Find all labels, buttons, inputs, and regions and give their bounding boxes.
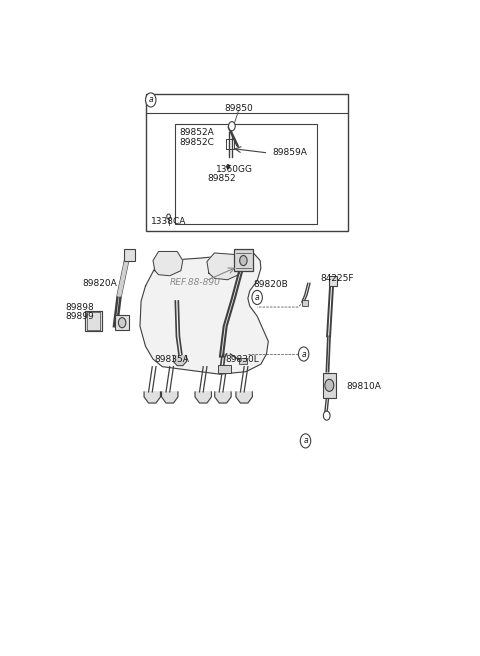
Circle shape: [325, 379, 334, 392]
Text: 89820B: 89820B: [253, 280, 288, 289]
Circle shape: [228, 121, 235, 131]
Bar: [145, 94, 348, 232]
Text: 1338CA: 1338CA: [151, 216, 186, 226]
Circle shape: [324, 411, 330, 420]
Bar: [175, 124, 317, 224]
Polygon shape: [140, 253, 268, 374]
Text: 89899: 89899: [66, 312, 95, 321]
Circle shape: [145, 93, 156, 107]
Bar: [115, 315, 129, 330]
Polygon shape: [118, 260, 128, 296]
Bar: [124, 249, 135, 260]
Bar: [240, 358, 247, 364]
Text: a: a: [148, 95, 153, 104]
Text: 89852C: 89852C: [179, 138, 214, 147]
Text: 89820A: 89820A: [83, 279, 117, 288]
Text: 84225F: 84225F: [321, 274, 354, 283]
Circle shape: [119, 318, 126, 328]
Polygon shape: [162, 392, 178, 403]
Text: a: a: [255, 293, 260, 302]
Text: a: a: [301, 350, 306, 359]
Circle shape: [227, 165, 229, 169]
Bar: [234, 249, 252, 271]
Polygon shape: [236, 392, 252, 403]
Circle shape: [167, 214, 170, 219]
Polygon shape: [144, 392, 160, 403]
Text: 89852: 89852: [207, 174, 236, 183]
Bar: [329, 276, 337, 286]
Text: 89852A: 89852A: [179, 129, 214, 137]
Text: 1360GG: 1360GG: [216, 165, 252, 174]
Bar: [323, 373, 336, 398]
Text: 89850: 89850: [224, 104, 253, 113]
Polygon shape: [85, 311, 102, 331]
Text: 89830L: 89830L: [226, 355, 259, 364]
Polygon shape: [173, 356, 186, 365]
Circle shape: [299, 347, 309, 361]
Text: 89859A: 89859A: [272, 148, 307, 157]
Polygon shape: [215, 392, 231, 403]
Text: 89898: 89898: [66, 303, 95, 312]
Circle shape: [300, 434, 311, 448]
Bar: [302, 300, 309, 306]
Text: REF.88-890: REF.88-890: [170, 278, 221, 287]
Polygon shape: [207, 253, 242, 279]
Circle shape: [240, 255, 247, 266]
Text: 89810A: 89810A: [347, 382, 381, 392]
Text: a: a: [303, 436, 308, 445]
Polygon shape: [153, 251, 183, 276]
Text: 89835A: 89835A: [155, 355, 190, 364]
Circle shape: [252, 291, 263, 304]
Polygon shape: [195, 392, 211, 403]
Bar: [218, 365, 231, 373]
